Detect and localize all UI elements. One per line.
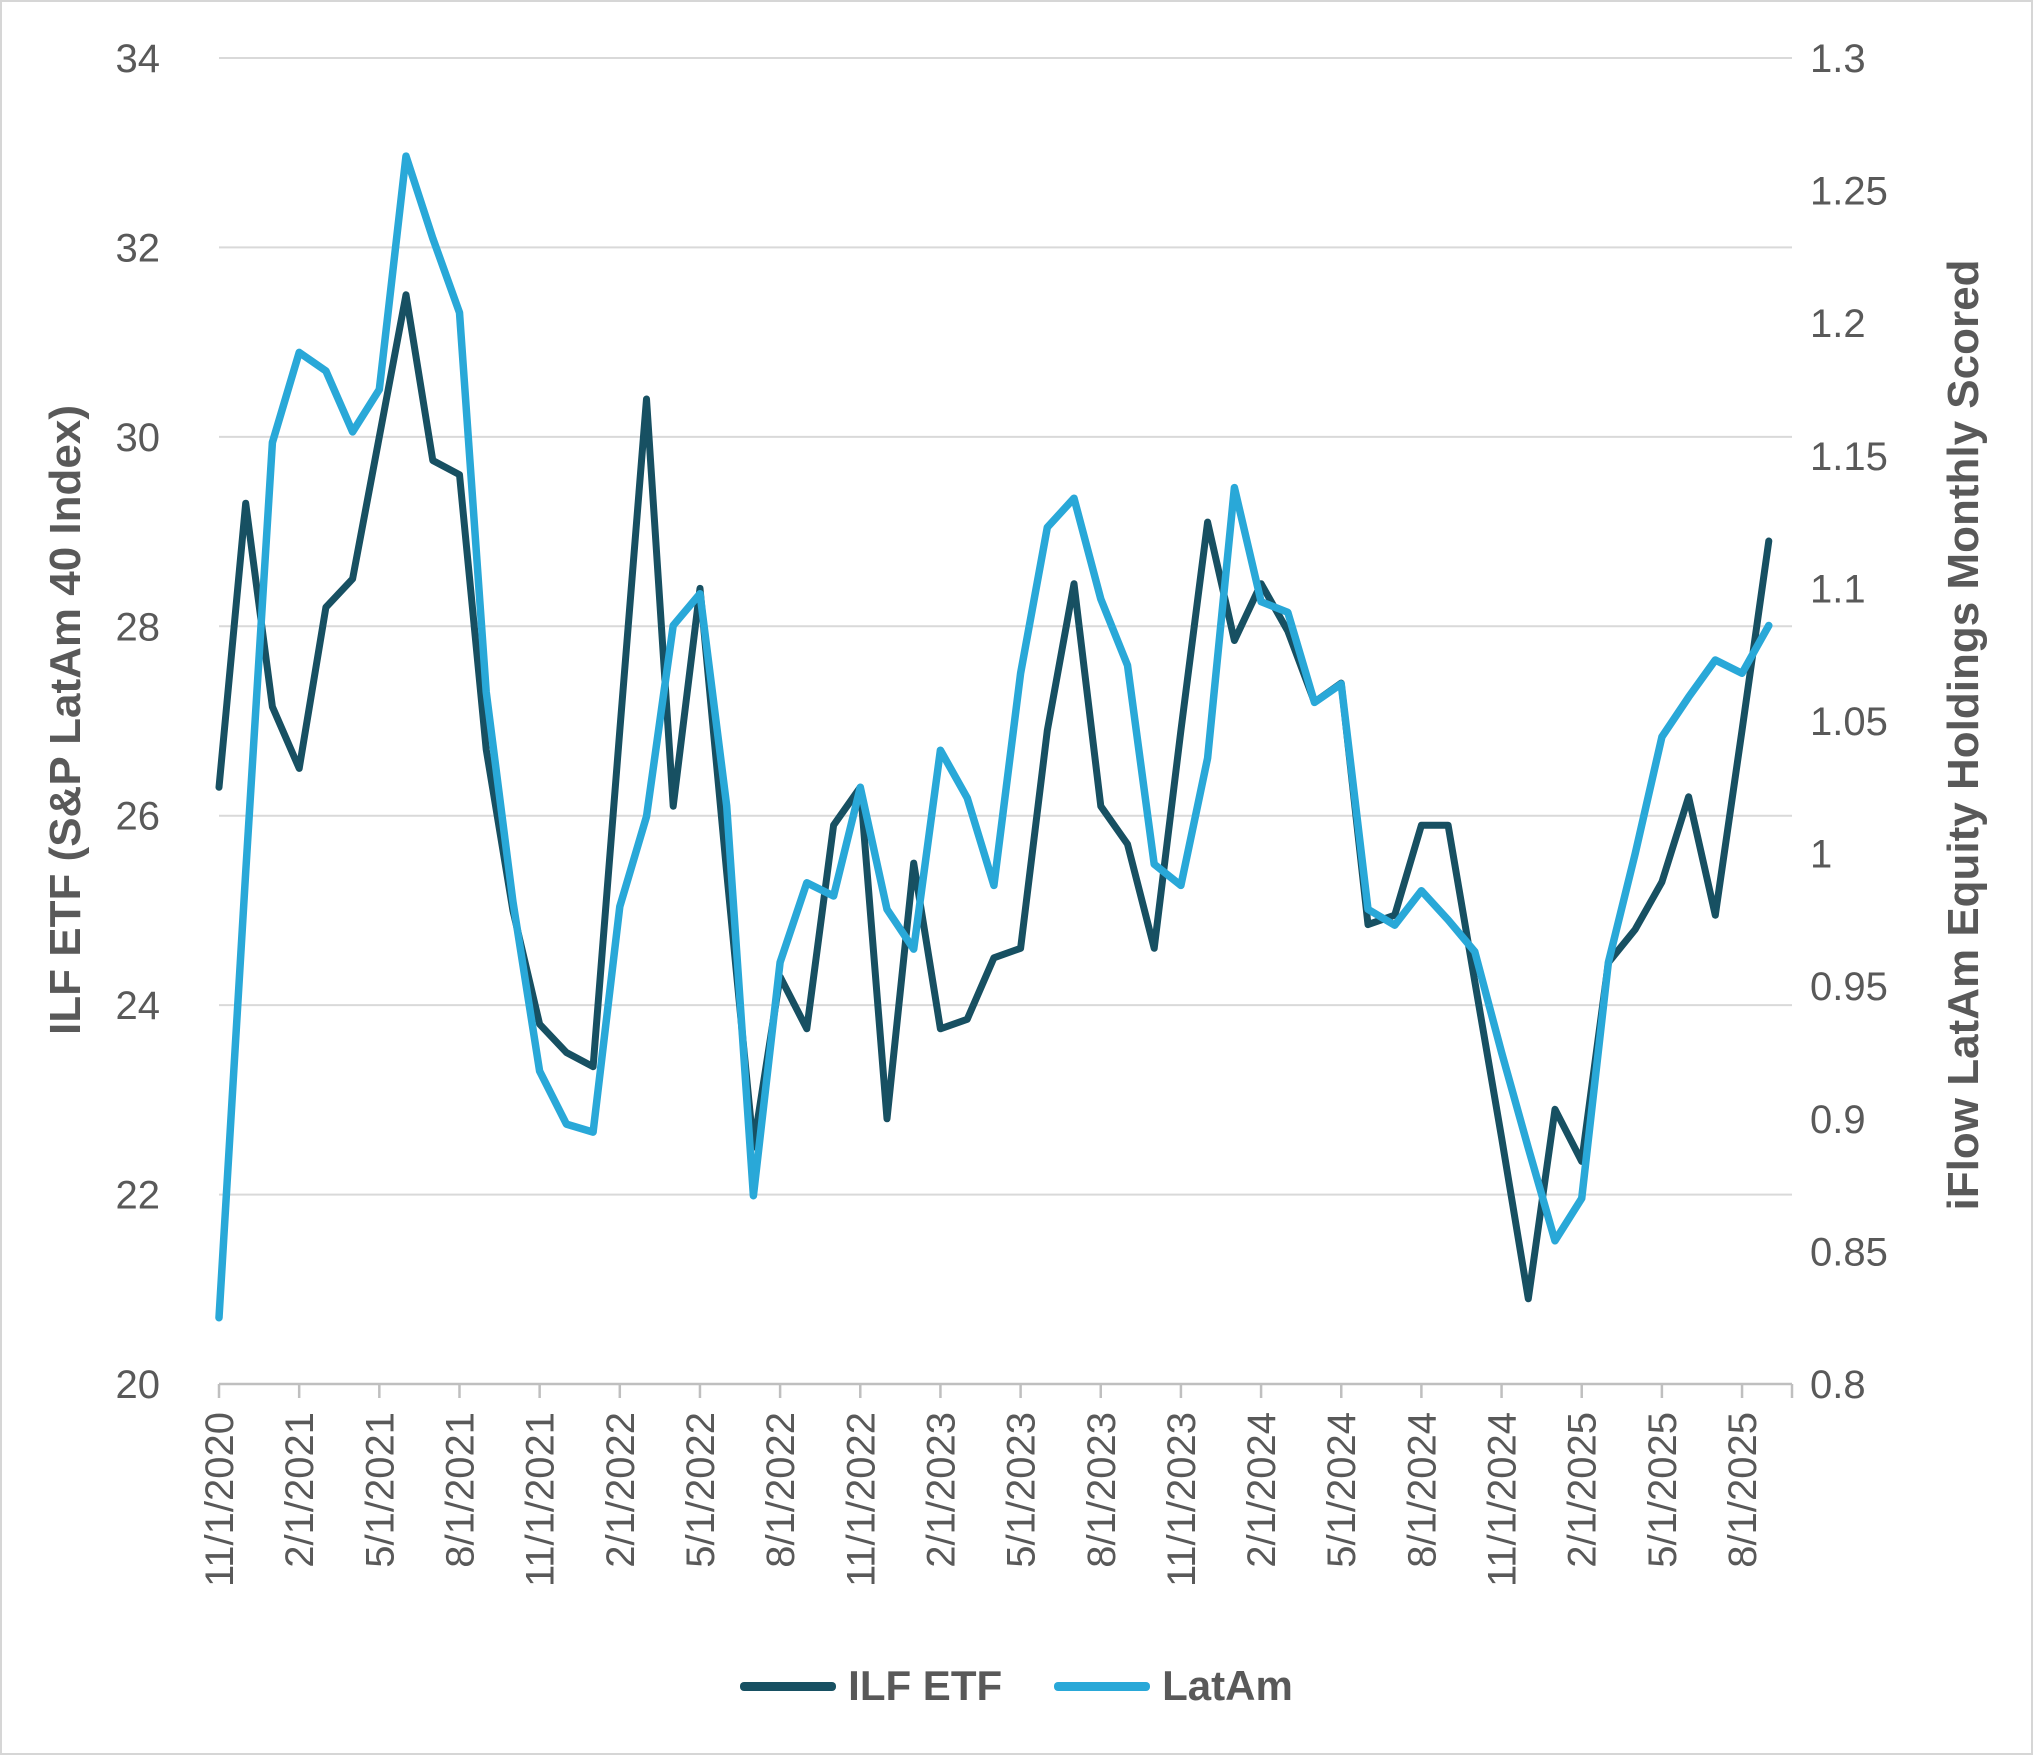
x-axis-label: 2/1/2025 <box>1561 1412 1605 1568</box>
y-axis-label-left: 30 <box>116 416 161 460</box>
x-axis-label: 5/1/2025 <box>1641 1412 1685 1568</box>
x-axis-label: 5/1/2023 <box>1000 1412 1044 1568</box>
right-axis-title: iFlow LatAm Equity Holdings Monthly Scor… <box>1939 259 1988 1211</box>
y-axis-label-left: 34 <box>116 37 161 81</box>
y-axis-label-right: 1.15 <box>1810 435 1888 479</box>
x-axis-label: 2/1/2022 <box>599 1412 643 1568</box>
y-axis-label-right: 1.05 <box>1810 700 1888 744</box>
y-axis-label-right: 0.8 <box>1810 1363 1866 1407</box>
y-axis-label-left: 32 <box>116 226 161 270</box>
x-axis-label: 2/1/2023 <box>919 1412 963 1568</box>
y-axis-label-left: 26 <box>116 795 161 839</box>
y-axis-label-left: 28 <box>116 605 161 649</box>
legend-item-latam: LatAm <box>1054 1662 1293 1710</box>
legend-label-ilf-etf: ILF ETF <box>848 1662 1003 1709</box>
y-axis-label-left: 22 <box>116 1174 161 1218</box>
x-axis-label: 8/1/2024 <box>1400 1412 1444 1568</box>
x-axis-label: 11/1/2023 <box>1160 1412 1204 1587</box>
y-axis-label-left: 24 <box>116 984 161 1028</box>
y-axis-label-right: 0.9 <box>1810 1098 1866 1142</box>
x-axis-label: 8/1/2023 <box>1080 1412 1124 1568</box>
x-axis-label: 11/1/2024 <box>1481 1412 1525 1587</box>
y-axis-label-right: 1.1 <box>1810 567 1866 611</box>
y-axis-label-left: 20 <box>116 1363 161 1407</box>
legend-swatch-latam <box>1054 1681 1151 1691</box>
series-line-latam <box>215 152 1773 1322</box>
y-axis-label-right: 0.95 <box>1810 965 1888 1009</box>
y-axis-label-right: 1.25 <box>1810 170 1888 214</box>
y-axis-label-right: 0.85 <box>1810 1230 1888 1274</box>
chart-legend: ILF ETF LatAm <box>2 1662 2031 1710</box>
x-axis-label: 5/1/2024 <box>1320 1412 1364 1568</box>
legend-swatch-ilf-etf <box>740 1681 837 1691</box>
x-axis-label: 11/1/2022 <box>839 1412 883 1587</box>
legend-label-latam: LatAm <box>1162 1662 1293 1709</box>
x-axis-label: 8/1/2025 <box>1721 1412 1765 1568</box>
x-axis-label: 5/1/2022 <box>679 1412 723 1568</box>
series-line-ilf-etf <box>215 291 1773 1303</box>
x-axis-label: 8/1/2022 <box>759 1412 803 1568</box>
y-axis-label-right: 1.2 <box>1810 302 1866 346</box>
left-axis-title: ILF ETF (S&P LatAm 40 Index) <box>41 405 90 1035</box>
x-axis-label: 5/1/2021 <box>358 1412 402 1568</box>
legend-item-ilf-etf: ILF ETF <box>740 1662 1002 1710</box>
x-axis-label: 11/1/2021 <box>519 1412 563 1587</box>
x-axis-label: 2/1/2024 <box>1240 1412 1284 1568</box>
x-axis-label: 2/1/2021 <box>278 1412 322 1568</box>
x-axis-label: 11/1/2020 <box>198 1412 242 1587</box>
x-axis-label: 8/1/2021 <box>438 1412 482 1568</box>
y-axis-label-right: 1 <box>1810 833 1832 877</box>
y-axis-label-right: 1.3 <box>1810 37 1866 81</box>
